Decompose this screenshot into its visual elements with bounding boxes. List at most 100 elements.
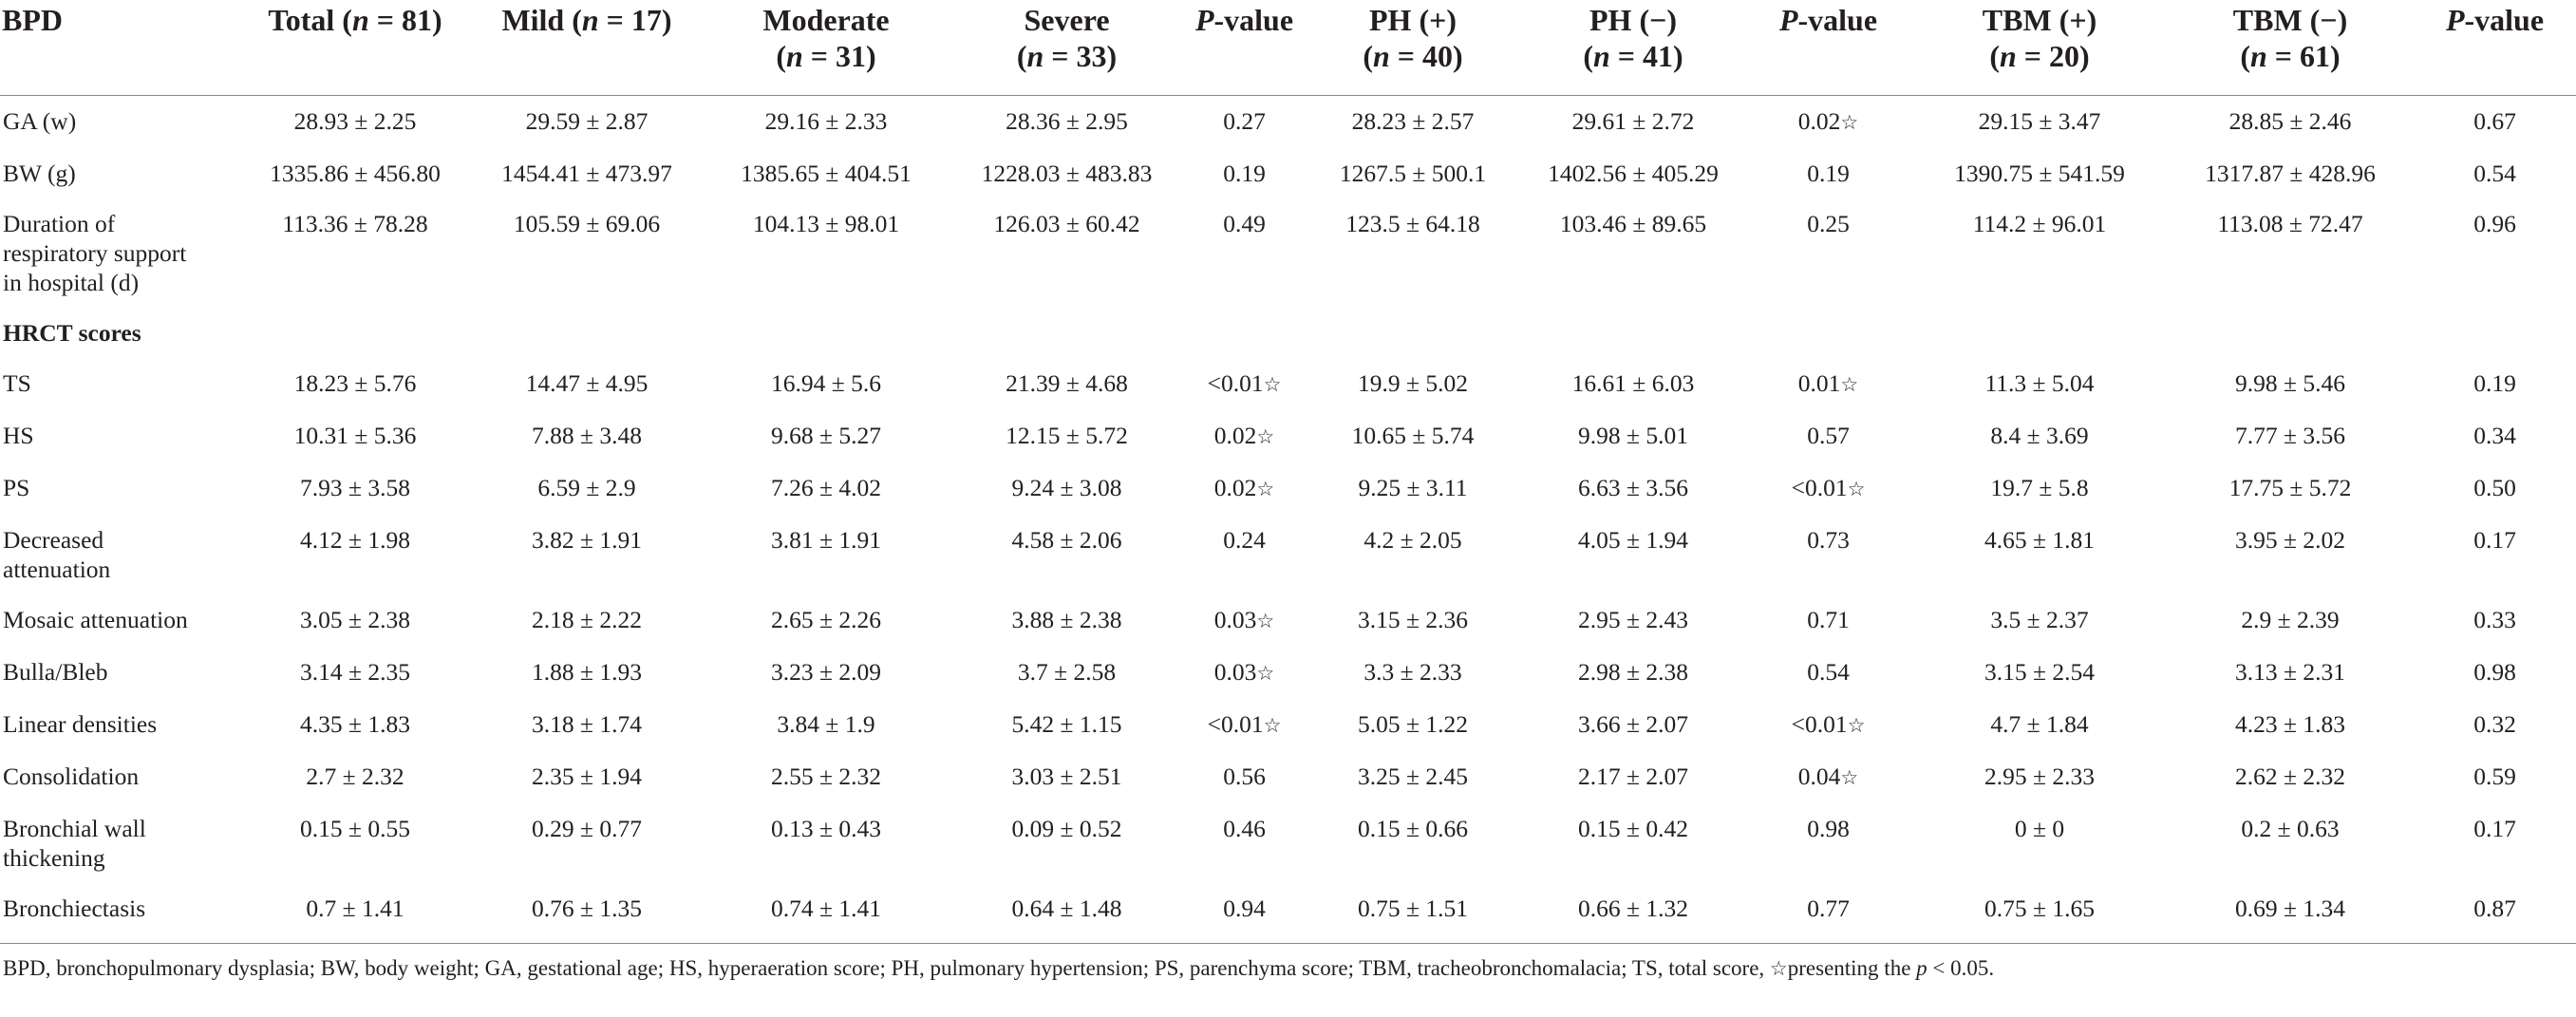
- table-cell-ph-negative: 0.15 ± 0.42: [1578, 814, 1688, 842]
- significance-star-icon: ☆: [1840, 110, 1859, 134]
- table-cell-severe: 12.15 ± 5.72: [1006, 421, 1128, 449]
- table-cell-p-value-severity: 0.46: [1223, 814, 1266, 842]
- table-cell-severe: 0.09 ± 0.52: [1011, 814, 1122, 842]
- italic-symbol: n: [351, 3, 369, 37]
- table-cell-moderate: 3.23 ± 2.09: [771, 657, 881, 686]
- column-header-severe: Severe (n = 33): [949, 0, 1185, 95]
- table-cell-total: 3.05 ± 2.38: [300, 605, 410, 633]
- table-cell-severe: 1228.03 ± 483.83: [981, 159, 1153, 187]
- table-cell-tbm-positive: 4.7 ± 1.84: [1990, 709, 2089, 738]
- table-cell-ph-negative: 3.66 ± 2.07: [1578, 709, 1688, 738]
- column-header-line2: (n = 40): [1363, 39, 1463, 73]
- table-cell-ph-positive: 3.25 ± 2.45: [1358, 762, 1468, 790]
- table-cell-moderate: 104.13 ± 98.01: [752, 209, 900, 237]
- table-cell-mild: 7.88 ± 3.48: [532, 421, 642, 449]
- table-cell-ph-positive: 0.15 ± 0.66: [1358, 814, 1468, 842]
- row-label: BW (g): [3, 159, 76, 187]
- table-cell-total: 7.93 ± 3.58: [300, 473, 410, 501]
- row-label: GA (w): [3, 106, 77, 135]
- table-cell-total: 4.12 ± 1.98: [300, 525, 410, 554]
- column-header-moderate: Moderate (n = 31): [704, 0, 949, 95]
- table-cell-tbm-negative: 4.23 ± 1.83: [2235, 709, 2345, 738]
- table-cell-mild: 3.18 ± 1.74: [532, 709, 642, 738]
- column-header-p-value-severity: P-value: [1185, 0, 1304, 95]
- column-header-ph-negative: PH (−) (n = 41): [1522, 0, 1744, 95]
- column-header-line1: TBM (−): [2232, 3, 2348, 37]
- column-header-line2: (n = 20): [1989, 39, 2090, 73]
- table-cell-moderate: 7.26 ± 4.02: [771, 473, 881, 501]
- table-cell-total: 3.14 ± 2.35: [300, 657, 410, 686]
- table-cell-p-value-ph: 0.04☆: [1797, 762, 1859, 790]
- table-cell-ph-positive: 19.9 ± 5.02: [1358, 368, 1468, 397]
- column-header-line2: (n = 31): [776, 39, 876, 73]
- table-cell-tbm-negative: 0.69 ± 1.34: [2235, 894, 2345, 922]
- table-cell-moderate: 3.81 ± 1.91: [771, 525, 881, 554]
- table-cell-mild: 1.88 ± 1.93: [532, 657, 642, 686]
- table-cell-tbm-negative: 2.9 ± 2.39: [2241, 605, 2340, 633]
- table-cell-p-value-ph: 0.02☆: [1797, 106, 1859, 135]
- column-header-line1: Mild (n = 17): [501, 3, 672, 37]
- table-cell-p-value-tbm: 0.98: [2473, 657, 2516, 686]
- table-cell-p-value-severity: <0.01☆: [1207, 709, 1282, 738]
- table-cell-ph-positive: 28.23 ± 2.57: [1351, 106, 1475, 135]
- italic-symbol: n: [785, 39, 803, 73]
- column-header-line2: (n = 33): [1016, 39, 1118, 73]
- header-divider: [0, 94, 2576, 96]
- significance-star-icon: ☆: [1256, 609, 1275, 632]
- table-cell-severe: 0.64 ± 1.48: [1011, 894, 1122, 922]
- table-cell-mild: 1454.41 ± 473.97: [501, 159, 672, 187]
- table-header: BPD Total (n = 81) Mild (n = 17) Moderate (n…: [0, 0, 2576, 95]
- table-cell-tbm-positive: 4.65 ± 1.81: [1984, 525, 2095, 554]
- table-row: Bronchiectasis 0.7 ± 1.41 0.76 ± 1.35 0.74 …: [0, 883, 2576, 944]
- italic-symbol: n: [1372, 39, 1390, 73]
- table-cell-severe: 4.58 ± 2.06: [1011, 525, 1122, 554]
- significance-star-icon: ☆: [1840, 372, 1859, 396]
- column-header-line2: (n = 61): [2240, 39, 2341, 73]
- table-cell-p-value-tbm: 0.34: [2473, 421, 2516, 449]
- table-cell-p-value-ph: 0.01☆: [1797, 368, 1859, 397]
- italic-symbol: P: [1778, 3, 1798, 37]
- italic-symbol: n: [2249, 39, 2267, 73]
- table-cell-ph-negative: 0.66 ± 1.32: [1578, 894, 1688, 922]
- table-cell-ph-negative: 2.17 ± 2.07: [1578, 762, 1688, 790]
- table-cell-total: 0.15 ± 0.55: [300, 814, 410, 842]
- significance-star-icon: ☆: [1847, 477, 1866, 500]
- table-cell-ph-positive: 3.15 ± 2.36: [1358, 605, 1468, 633]
- table-row: Mosaic attenuation 3.05 ± 2.38 2.18 ± 2.22…: [0, 594, 2576, 647]
- table-cell-ph-positive: 3.3 ± 2.33: [1363, 657, 1462, 686]
- table-cell-severe: 9.24 ± 3.08: [1011, 473, 1122, 501]
- table-cell-p-value-ph: 0.25: [1807, 209, 1850, 237]
- table-cell-p-value-severity: 0.02☆: [1213, 421, 1275, 449]
- table-cell-p-value-severity: 0.03☆: [1213, 657, 1275, 686]
- table-cell-p-value-tbm: 0.32: [2473, 709, 2516, 738]
- significance-star-icon: ☆: [1847, 713, 1866, 737]
- table-cell-p-value-severity: 0.27: [1223, 106, 1266, 135]
- table-cell-ph-negative: 6.63 ± 3.56: [1578, 473, 1688, 501]
- table-cell-tbm-positive: 29.15 ± 3.47: [1978, 106, 2101, 135]
- table-cell-p-value-tbm: 0.54: [2473, 159, 2516, 187]
- section-label: HRCT scores: [3, 318, 141, 347]
- column-header-total: Total (n = 81): [240, 0, 470, 95]
- table-cell-tbm-negative: 7.77 ± 3.56: [2235, 421, 2345, 449]
- table-cell-mild: 6.59 ± 2.9: [537, 473, 636, 501]
- table-cell-p-value-ph: 0.19: [1807, 159, 1850, 187]
- table-cell-severe: 21.39 ± 4.68: [1006, 368, 1128, 397]
- row-label: HS: [3, 421, 34, 449]
- italic-symbol: p: [1916, 955, 1927, 980]
- table-row: Linear densities 4.35 ± 1.83 3.18 ± 1.74 3.…: [0, 699, 2576, 751]
- table-cell-moderate: 0.13 ± 0.43: [771, 814, 881, 842]
- column-header-line2: (n = 41): [1583, 39, 1683, 73]
- table-cell-severe: 3.7 ± 2.58: [1017, 657, 1117, 686]
- column-header-tbm-positive: TBM (+) (n = 20): [1912, 0, 2167, 95]
- table-row: Duration of respiratory support in hospi…: [0, 198, 2576, 308]
- table-cell-p-value-severity: 0.94: [1223, 894, 1266, 922]
- table-cell-p-value-ph: 0.71: [1807, 605, 1850, 633]
- table-cell-severe: 28.36 ± 2.95: [1006, 106, 1128, 135]
- row-label: Bronchial wall thickening: [3, 814, 146, 872]
- table-cell-tbm-positive: 2.95 ± 2.33: [1984, 762, 2095, 790]
- table-cell-p-value-ph: 0.98: [1807, 814, 1850, 842]
- table-cell-ph-negative: 4.05 ± 1.94: [1578, 525, 1688, 554]
- table-cell-p-value-tbm: 0.59: [2473, 762, 2516, 790]
- italic-symbol: n: [581, 3, 599, 37]
- table-cell-p-value-tbm: 0.19: [2473, 368, 2516, 397]
